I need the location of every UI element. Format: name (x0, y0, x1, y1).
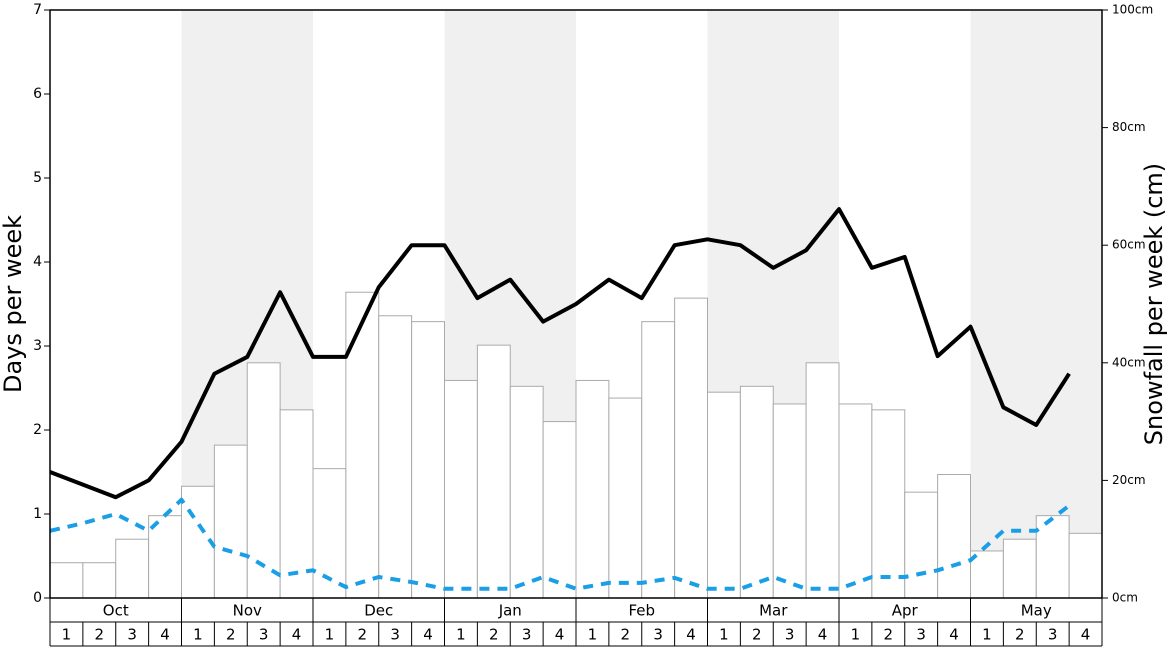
x-tick-label: 3 (785, 626, 795, 644)
bar (345, 291, 380, 599)
x-tick-label: 2 (489, 626, 499, 644)
bar (1068, 532, 1103, 599)
x-tick-label: 2 (621, 626, 631, 644)
bar (411, 321, 445, 599)
bar (213, 444, 248, 599)
month-label: Apr (892, 602, 919, 620)
x-tick-label: 4 (160, 626, 170, 644)
y-tick-label: 6 (33, 86, 42, 102)
x-tick-label: 1 (325, 626, 335, 644)
bar (1035, 515, 1070, 599)
month-label: Feb (628, 602, 655, 620)
bar (871, 409, 906, 599)
month-label: Jan (498, 602, 522, 620)
x-tick-label: 1 (456, 626, 466, 644)
y-tick-label: 1 (33, 506, 42, 522)
x-tick-label: 1 (719, 626, 729, 644)
bar (838, 403, 873, 599)
x-tick-label: 3 (390, 626, 400, 644)
x-tick-label: 2 (226, 626, 236, 644)
bar (937, 474, 971, 599)
bar (378, 315, 413, 599)
line (49, 207, 1071, 500)
x-tick-label: 4 (686, 626, 696, 644)
y2-tick-label: 60cm (1112, 238, 1146, 252)
y-tick-label: 2 (33, 422, 42, 438)
bar (674, 297, 708, 599)
bar (49, 562, 84, 599)
x-tick-label: 4 (949, 626, 959, 644)
y2-tick-label: 20cm (1112, 473, 1146, 487)
bar (246, 362, 281, 599)
bar (476, 344, 511, 599)
bar (772, 403, 807, 599)
bar (641, 321, 676, 599)
month-band (970, 10, 1102, 598)
x-tick-label: 4 (1081, 626, 1091, 644)
x-tick-label: 4 (292, 626, 302, 644)
x-tick-label: 1 (982, 626, 992, 644)
x-tick-label: 2 (95, 626, 105, 644)
month-label: May (1021, 602, 1052, 620)
x-tick-label: 2 (752, 626, 762, 644)
month-label: Nov (233, 602, 262, 620)
x-tick-label: 3 (522, 626, 532, 644)
bar (444, 379, 478, 599)
bar (904, 491, 939, 599)
bar (115, 538, 150, 599)
y2-tick-label: 100cm (1112, 3, 1153, 17)
y2-tick-label: 0cm (1112, 591, 1138, 605)
x-tick-label: 4 (555, 626, 565, 644)
bar (608, 397, 643, 599)
x-tick-label: 1 (588, 626, 598, 644)
bar (1002, 538, 1037, 599)
bar (509, 385, 544, 599)
y-tick-label: 5 (33, 170, 42, 186)
x-tick-label: 3 (127, 626, 137, 644)
x-tick-label: 4 (818, 626, 828, 644)
x-tick-label: 1 (62, 626, 72, 644)
month-label: Mar (759, 602, 788, 620)
y-axis-title: Days per week (0, 215, 27, 393)
y2-tick-label: 80cm (1112, 120, 1146, 134)
y2-axis-title: Snowfall per week (cm) (1140, 163, 1168, 445)
x-tick-label: 3 (916, 626, 926, 644)
x-tick-label: 2 (358, 626, 368, 644)
x-tick-label: 2 (884, 626, 894, 644)
x-tick-label: 2 (1015, 626, 1025, 644)
bar (805, 362, 840, 599)
y-tick-label: 7 (33, 2, 42, 18)
bar (739, 385, 774, 599)
bar (82, 562, 117, 599)
month-label: Dec (364, 602, 393, 620)
x-tick-label: 3 (259, 626, 269, 644)
y-tick-label: 0 (33, 590, 42, 606)
x-tick-label: 4 (423, 626, 433, 644)
y-tick-label: 4 (33, 254, 42, 270)
x-tick-label: 1 (193, 626, 203, 644)
bar (542, 421, 577, 599)
y-tick-label: 3 (33, 338, 42, 354)
x-tick-label: 1 (851, 626, 861, 644)
dashed-line (49, 497, 1071, 591)
x-tick-label: 3 (1048, 626, 1058, 644)
month-label: Oct (103, 602, 129, 620)
y2-tick-label: 40cm (1112, 355, 1146, 369)
bar (575, 379, 610, 599)
bar (707, 391, 741, 599)
x-tick-label: 3 (653, 626, 663, 644)
